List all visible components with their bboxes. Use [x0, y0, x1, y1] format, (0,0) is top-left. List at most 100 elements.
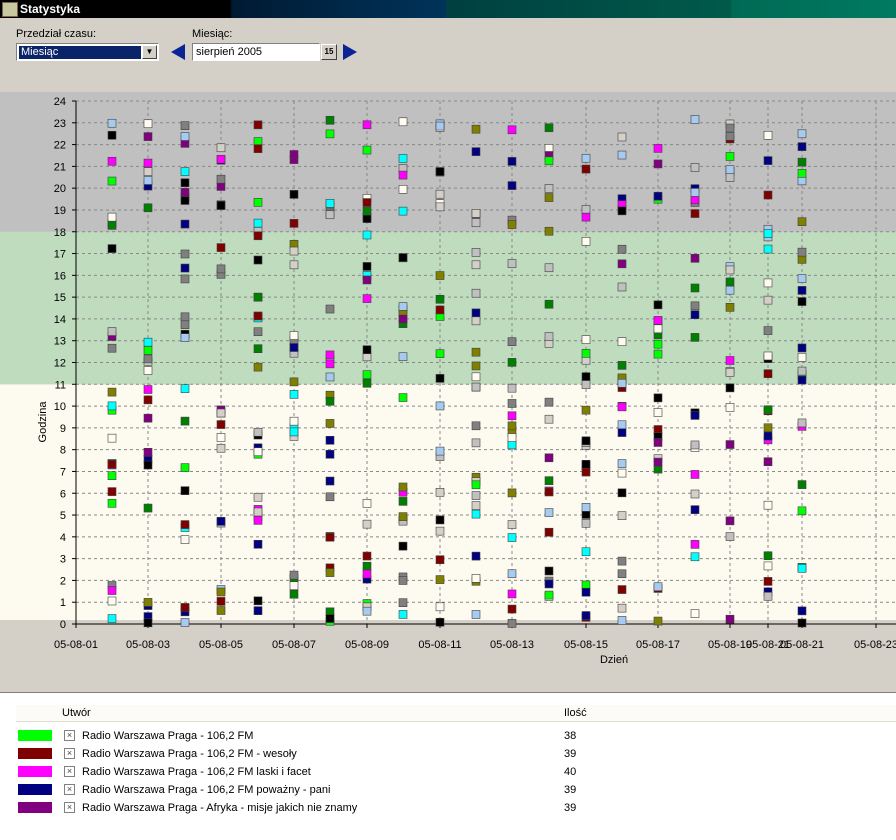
data-point — [325, 614, 335, 623]
data-point — [797, 129, 807, 139]
data-point — [797, 352, 807, 362]
y-tick-label: 22 — [54, 140, 66, 152]
legend-row-count: 40 — [564, 766, 577, 778]
data-point — [544, 453, 554, 463]
data-point — [216, 433, 226, 442]
column-header-count[interactable]: Ilość — [564, 707, 587, 719]
data-point — [690, 188, 700, 197]
data-point — [725, 265, 735, 275]
data-point — [581, 547, 591, 557]
data-point — [544, 397, 554, 407]
data-point — [544, 487, 554, 497]
data-point — [797, 286, 807, 295]
data-point — [581, 237, 591, 246]
legend-row-count: 39 — [564, 784, 577, 796]
data-point — [398, 185, 408, 194]
y-tick-label: 11 — [55, 379, 66, 391]
data-point — [544, 123, 554, 133]
checkbox-x-icon[interactable]: × — [64, 766, 75, 777]
data-point — [725, 277, 735, 287]
data-point — [362, 198, 372, 207]
x-tick-label: 05-08-21 — [780, 639, 824, 651]
checkbox-x-icon[interactable]: × — [64, 730, 75, 741]
data-point — [435, 575, 445, 584]
data-point — [653, 582, 663, 592]
data-point — [180, 263, 190, 273]
column-header-title[interactable]: Utwór — [62, 707, 91, 719]
range-label: Przedział czasu: — [16, 28, 97, 40]
data-point — [143, 618, 153, 628]
y-tick-label: 14 — [54, 314, 66, 326]
data-point — [180, 167, 190, 176]
x-tick-label: 05-08-13 — [490, 639, 534, 651]
checkbox-x-icon[interactable]: × — [64, 802, 75, 813]
arrow-right-icon[interactable] — [343, 44, 357, 60]
band-2 — [0, 92, 896, 232]
month-label: Miesiąc: — [192, 28, 233, 40]
data-point — [216, 143, 226, 153]
chevron-down-icon[interactable]: ▼ — [142, 45, 157, 59]
data-point — [362, 606, 372, 616]
data-point — [690, 310, 700, 320]
data-point — [544, 299, 554, 309]
data-point — [216, 264, 226, 274]
legend-row[interactable]: × Radio Warszawa Praga - Afryka - misje j… — [16, 799, 896, 817]
legend-table: Utwór Ilość × Radio Warszawa Praga - 106,… — [0, 692, 896, 840]
data-point — [180, 121, 190, 130]
arrow-left-icon[interactable] — [171, 44, 185, 60]
data-point — [653, 425, 663, 434]
data-point — [797, 618, 807, 628]
legend-row[interactable]: × Radio Warszawa Praga - 106,2 FM 38 — [16, 727, 896, 745]
data-point — [581, 405, 591, 415]
data-point — [653, 457, 663, 467]
checkbox-x-icon[interactable]: × — [64, 748, 75, 759]
data-point — [435, 167, 445, 176]
data-point — [216, 587, 226, 597]
legend-row[interactable]: × Radio Warszawa Praga - 106,2 FM laski i… — [16, 763, 896, 781]
data-point — [143, 395, 153, 405]
data-point — [617, 132, 627, 142]
y-tick-label: 1 — [60, 597, 66, 609]
y-tick-label: 5 — [60, 510, 66, 522]
data-point — [398, 117, 408, 127]
data-point — [143, 167, 153, 176]
data-point — [797, 375, 807, 385]
data-point — [617, 556, 627, 566]
legend-row[interactable]: × Radio Warszawa Praga - 106,2 FM - wesoł… — [16, 745, 896, 763]
data-point — [690, 470, 700, 479]
data-point — [435, 446, 445, 456]
data-point — [325, 129, 335, 139]
data-point — [797, 506, 807, 516]
data-point — [763, 229, 773, 238]
data-point — [107, 459, 117, 469]
data-point — [617, 378, 627, 388]
data-point — [435, 121, 445, 131]
data-point — [216, 243, 226, 252]
data-point — [690, 195, 700, 205]
data-point — [325, 359, 335, 369]
calendar-icon[interactable]: 15 — [321, 44, 337, 60]
data-point — [544, 263, 554, 273]
data-point — [289, 260, 299, 270]
data-point — [725, 356, 735, 365]
range-select[interactable]: Miesiąc ▼ — [16, 43, 159, 61]
legend-row[interactable]: × Radio Warszawa Praga - 106,2 FM poważny… — [16, 781, 896, 799]
data-point — [253, 606, 263, 615]
data-point — [471, 361, 481, 371]
data-point — [107, 499, 117, 508]
checkbox-x-icon[interactable]: × — [64, 784, 75, 795]
data-point — [362, 230, 372, 240]
data-point — [617, 428, 627, 437]
data-point — [653, 349, 663, 359]
color-swatch — [18, 784, 52, 795]
data-point — [435, 488, 445, 497]
data-point — [289, 190, 299, 199]
x-tick-label: 05-08-15 — [564, 639, 608, 651]
data-point — [180, 219, 190, 229]
y-tick-label: 16 — [54, 270, 66, 282]
data-point — [107, 212, 117, 222]
month-input[interactable]: sierpień 2005 — [192, 43, 320, 61]
data-point — [763, 457, 773, 467]
data-point — [435, 305, 445, 315]
y-axis-label: Godzina — [37, 401, 49, 443]
